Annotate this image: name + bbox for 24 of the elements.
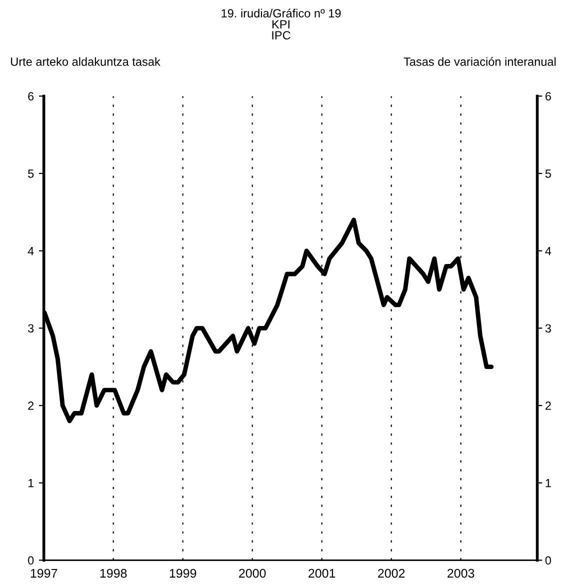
x-tick-label: 2000 — [239, 568, 266, 578]
x-tick-label: 1999 — [170, 568, 196, 578]
y-tick-label: 1 — [28, 479, 34, 488]
y-tick-label: 2 — [28, 402, 34, 410]
y-tick-label: 3 — [28, 324, 34, 333]
y2-tick-label: 6 — [546, 92, 551, 100]
x-tick-label: 1998 — [100, 568, 127, 578]
y-axis-title: Urte arteko aldakuntza tasak — [11, 57, 160, 66]
y-tick-label: 6 — [28, 92, 34, 100]
y2-tick-label: 0 — [545, 556, 552, 565]
y2-axis-title: Tasas de variación interanual — [404, 57, 556, 66]
y2-tick-label: 4 — [545, 246, 552, 256]
x-tick-label: 2001 — [308, 568, 336, 578]
y2-tick-label: 3 — [545, 324, 551, 333]
y2-tick-label: 2 — [546, 402, 551, 410]
y-tick-label: 5 — [28, 170, 34, 178]
y-tick-label: 4 — [28, 246, 34, 256]
chart-title: 19. irudia/Gráfico nº 19 KPI IPC — [222, 8, 341, 40]
x-tick-label: 1997 — [30, 568, 58, 578]
y2-tick-label: 1 — [546, 479, 551, 488]
x-tick-label: 2003 — [448, 568, 474, 578]
x-tick-label: 2002 — [378, 568, 405, 578]
y2-tick-label: 5 — [545, 170, 551, 178]
y-tick-label: 0 — [28, 556, 34, 565]
